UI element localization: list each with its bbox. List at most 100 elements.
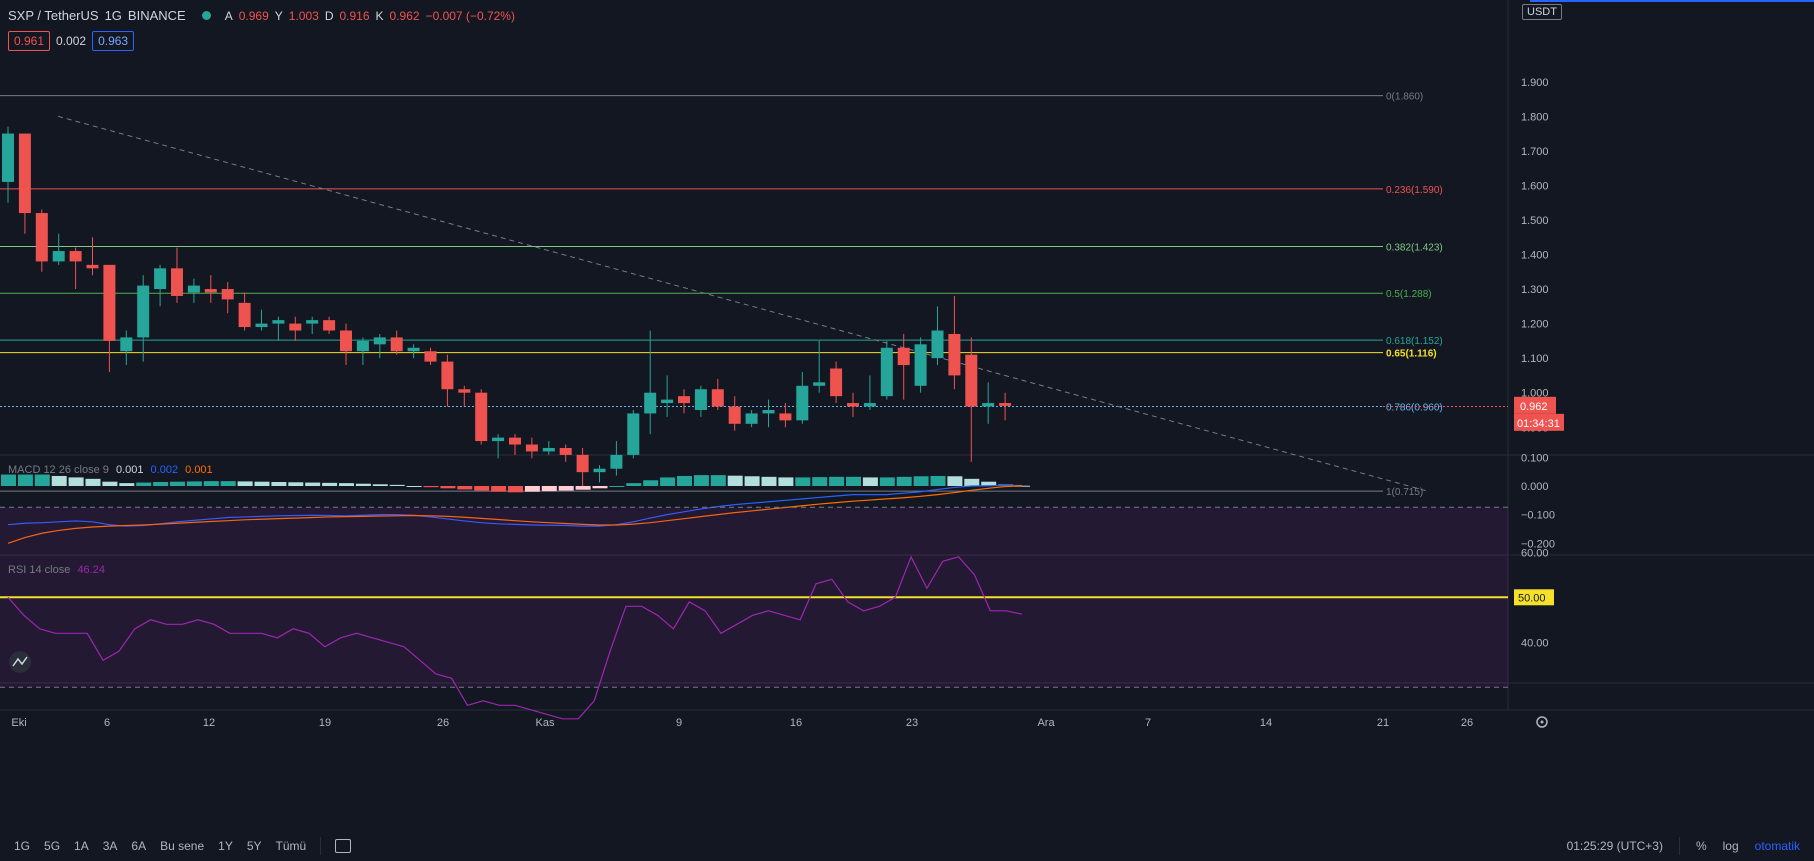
- candle-body: [407, 347, 420, 352]
- log-toggle[interactable]: log: [1722, 838, 1739, 853]
- buy-price-button[interactable]: 0.963: [92, 31, 135, 51]
- candle-body: [678, 396, 690, 404]
- spread-value: 0.002: [56, 34, 87, 48]
- candle-body: [340, 330, 352, 352]
- candle-body: [475, 392, 488, 442]
- price-tick-label: 1.000: [1521, 388, 1549, 400]
- macd-histogram-bar: [558, 486, 574, 491]
- candle-body: [711, 389, 724, 407]
- ohlc-open-value: 0.969: [238, 8, 269, 23]
- macd-label: MACD 12 26 close 9: [8, 464, 109, 476]
- range-1a[interactable]: 1A: [74, 838, 89, 853]
- candle-body: [289, 323, 302, 331]
- time-tick-label: 7: [1145, 717, 1151, 729]
- price-tick-label: 1.300: [1521, 284, 1549, 296]
- ohlc-low-key: D: [324, 8, 334, 23]
- candle-body: [103, 264, 116, 341]
- macd-histogram-bar: [34, 474, 50, 486]
- macd-histogram-bar: [288, 482, 304, 486]
- range-3a[interactable]: 3A: [102, 838, 118, 853]
- rsi-label: RSI 14 close: [8, 564, 71, 576]
- macd-histogram-bar: [203, 481, 219, 486]
- macd-histogram-bar: [541, 486, 557, 492]
- candle-body: [542, 447, 555, 452]
- macd-tick-label: 0.000: [1521, 481, 1549, 493]
- macd-histogram-bar: [879, 477, 895, 486]
- range-5g[interactable]: 5G: [44, 838, 61, 853]
- rsi-legend: RSI 14 close 46.24: [8, 564, 105, 576]
- candle-body: [120, 337, 133, 352]
- macd-histogram-bar: [220, 481, 236, 486]
- range-1g[interactable]: 1G: [14, 838, 31, 853]
- clock-time[interactable]: 01:25:29 (UTC+3): [1566, 838, 1663, 853]
- candle-body: [204, 289, 217, 293]
- chart-canvas[interactable]: 0(1.860) 0.236(1.590) 0.382(1.423) 0.5(1.28…: [0, 0, 1814, 830]
- macd-legend: MACD 12 26 close 9 0.001 0.002 0.001: [8, 464, 213, 476]
- macd-histogram-bar: [85, 478, 101, 486]
- macd-histogram-bar: [592, 486, 608, 489]
- macd-histogram-bar: [778, 477, 794, 486]
- range-1y[interactable]: 1Y: [218, 838, 233, 853]
- currency-badge[interactable]: USDT: [1522, 4, 1562, 20]
- candle-body: [948, 333, 961, 376]
- candle-body: [323, 320, 336, 331]
- bottom-right-controls: 01:25:29 (UTC+3) % log otomatik: [1566, 836, 1800, 855]
- macd-histogram-bar: [423, 486, 439, 488]
- candle-body: [728, 406, 741, 424]
- interval-label[interactable]: 1G: [104, 8, 122, 23]
- range-ytd[interactable]: Bu sene: [160, 838, 205, 853]
- candle-body: [171, 268, 183, 296]
- auto-scale-toggle[interactable]: otomatik: [1754, 838, 1800, 853]
- calendar-goto-icon[interactable]: [335, 838, 352, 853]
- range-5y[interactable]: 5Y: [246, 838, 262, 853]
- macd-line-value: 0.002: [150, 464, 179, 476]
- chart-background: [0, 0, 1814, 830]
- price-tick-label: 1.500: [1521, 215, 1549, 227]
- dashed-trendline: [57, 115, 1428, 492]
- macd-histogram-bar: [964, 478, 980, 486]
- candle-body: [813, 382, 826, 386]
- macd-histogram-bar: [508, 486, 523, 493]
- candle-body: [863, 403, 876, 407]
- macd-tick-label: −0.100: [1521, 510, 1555, 522]
- signal-line: [7, 485, 1023, 544]
- rsi-level-tag: [1514, 589, 1554, 606]
- logo-mark: [12, 656, 28, 667]
- percent-toggle[interactable]: %: [1695, 838, 1707, 853]
- countdown-label: 01:34:31: [1517, 418, 1560, 430]
- macd-histogram-bar: [795, 477, 811, 486]
- candle-body: [931, 330, 944, 359]
- fib-level-label: 0.382(1.423): [1386, 243, 1443, 254]
- range-6a[interactable]: 6A: [131, 838, 147, 853]
- time-tick-label: 9: [676, 717, 682, 729]
- range-all[interactable]: Tümü: [275, 838, 307, 853]
- ohlc-high-value: 1.003: [288, 8, 319, 23]
- ohlc-close-value: 0.962: [389, 8, 420, 23]
- range-buttons: 1G 5G 1A 3A 6A Bu sene 1Y 5Y Tümü: [14, 839, 306, 853]
- fib-level-label: 0.65(1.116): [1386, 349, 1437, 360]
- symbol-name[interactable]: SXP / TetherUS: [8, 8, 99, 23]
- candle-body: [52, 251, 65, 262]
- ohlc-high-key: Y: [274, 8, 283, 23]
- macd-histogram-bar: [271, 481, 287, 486]
- candle-body: [424, 351, 437, 362]
- price-tick-label: 1.700: [1521, 146, 1549, 158]
- fib-level-label: 0.786(0.960): [1386, 403, 1443, 414]
- macd-histogram-bar: [305, 482, 321, 486]
- price-tick-label: 1.200: [1521, 319, 1549, 331]
- macd-histogram-bar: [339, 483, 354, 486]
- macd-histogram-bar: [524, 486, 540, 492]
- macd-histogram-bar: [744, 476, 760, 486]
- candle-body: [576, 454, 589, 473]
- candle-body: [18, 133, 31, 214]
- sell-price-button[interactable]: 0.961: [8, 31, 51, 51]
- macd-histogram-bar: [981, 481, 997, 486]
- candle-body: [86, 264, 99, 269]
- time-tick-label: 6: [104, 717, 110, 729]
- candle-body: [627, 413, 640, 455]
- macd-histogram-bar: [660, 477, 676, 486]
- candle-body: [390, 337, 403, 352]
- toolbar-divider-2: [1678, 836, 1680, 855]
- macd-histogram-bar: [930, 475, 946, 486]
- macd-histogram-bar: [609, 486, 625, 487]
